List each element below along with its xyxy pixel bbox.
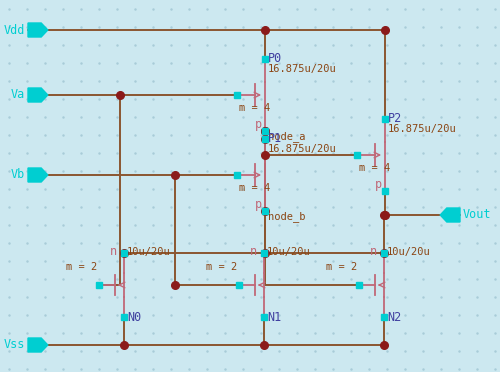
Text: node_b: node_b — [268, 211, 306, 222]
Polygon shape — [28, 23, 48, 37]
Text: n: n — [250, 245, 257, 257]
Text: N2: N2 — [387, 311, 401, 324]
Text: m = 2: m = 2 — [66, 262, 97, 272]
Text: n: n — [370, 245, 377, 257]
Text: 10u/20u: 10u/20u — [127, 247, 171, 257]
Text: m = 2: m = 2 — [326, 262, 357, 272]
Text: P0: P0 — [268, 52, 282, 65]
Text: 16.875u/20u: 16.875u/20u — [388, 124, 457, 134]
Polygon shape — [28, 338, 48, 352]
Text: m = 4: m = 4 — [359, 163, 390, 173]
Text: P2: P2 — [388, 112, 402, 125]
Text: p: p — [255, 118, 262, 131]
Text: P1: P1 — [268, 132, 282, 145]
Text: 16.875u/20u: 16.875u/20u — [268, 64, 337, 74]
Text: N0: N0 — [127, 311, 142, 324]
Text: 16.875u/20u: 16.875u/20u — [268, 144, 337, 154]
Text: n: n — [110, 245, 117, 257]
Text: m = 4: m = 4 — [239, 183, 270, 193]
Text: N1: N1 — [267, 311, 281, 324]
Text: 10u/20u: 10u/20u — [387, 247, 431, 257]
Text: 10u/20u: 10u/20u — [267, 247, 311, 257]
Text: Va: Va — [11, 89, 25, 102]
Text: m = 2: m = 2 — [206, 262, 237, 272]
Text: Vout: Vout — [463, 208, 492, 221]
Text: node_a: node_a — [268, 131, 306, 142]
Text: Vb: Vb — [11, 169, 25, 182]
Polygon shape — [28, 168, 48, 182]
Text: Vdd: Vdd — [4, 23, 25, 36]
Text: p: p — [375, 178, 382, 191]
Text: p: p — [255, 198, 262, 211]
Text: Vss: Vss — [4, 339, 25, 352]
Polygon shape — [28, 88, 48, 102]
Polygon shape — [440, 208, 460, 222]
Text: m = 4: m = 4 — [239, 103, 270, 113]
